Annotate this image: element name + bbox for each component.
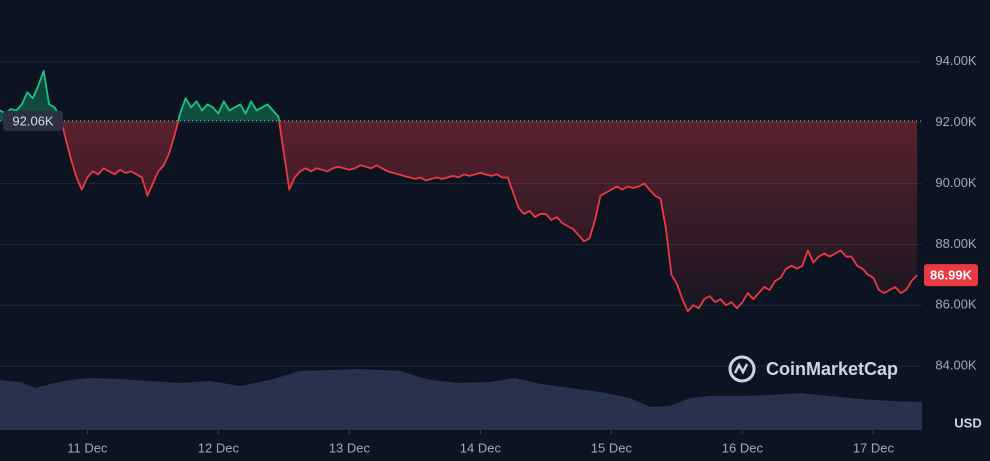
watermark-logo-mark xyxy=(733,362,749,375)
y-unit: USD xyxy=(954,415,981,430)
price-line xyxy=(0,70,918,313)
watermark-text: CoinMarketCap xyxy=(766,359,898,379)
watermark-logo xyxy=(728,355,756,383)
x-tick-label: 13 Dec xyxy=(329,440,371,455)
y-tick-label: 88.00K xyxy=(935,236,977,251)
baseline-label: 92.06K xyxy=(12,113,54,128)
y-tick-label: 84.00K xyxy=(935,358,977,373)
x-tick-label: 14 Dec xyxy=(460,440,502,455)
y-tick-label: 94.00K xyxy=(935,53,977,68)
volume-area xyxy=(0,369,922,430)
x-tick-label: 12 Dec xyxy=(198,440,240,455)
baseline-badge xyxy=(3,110,63,131)
y-tick-label: 86.00K xyxy=(935,297,977,312)
x-tick-label: 17 Dec xyxy=(853,440,895,455)
y-tick-label: 92.00K xyxy=(935,114,977,129)
current-price-badge xyxy=(924,264,978,287)
x-tick-label: 16 Dec xyxy=(722,440,764,455)
plot xyxy=(0,70,922,313)
x-tick-label: 11 Dec xyxy=(67,440,108,455)
x-tick-label: 15 Dec xyxy=(591,440,633,455)
current-price-label: 86.99K xyxy=(930,268,973,283)
watermark: CoinMarketCap xyxy=(728,355,898,383)
y-tick-label: 90.00K xyxy=(935,175,977,190)
price-area xyxy=(0,70,918,312)
